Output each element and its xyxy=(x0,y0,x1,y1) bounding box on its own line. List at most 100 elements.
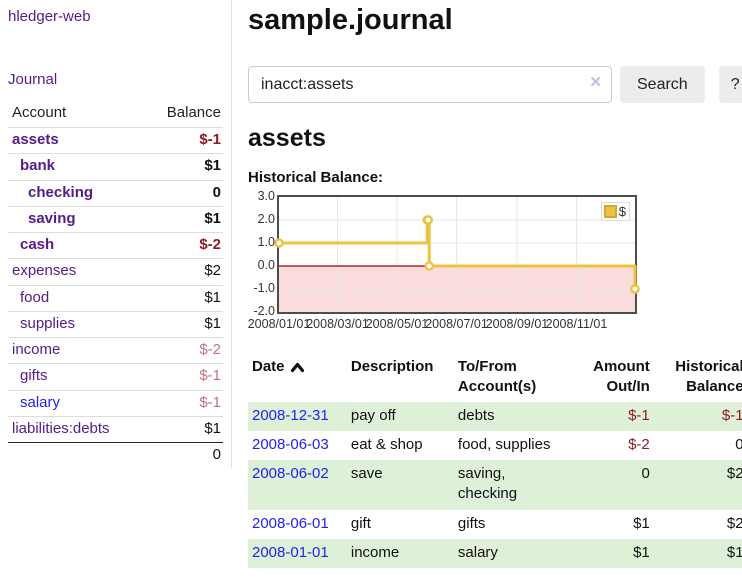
account-link[interactable]: salary xyxy=(20,393,61,411)
transaction-amount: $-1 xyxy=(628,406,650,424)
account-row: bank $1 xyxy=(8,153,223,180)
balance-header: Historical Balance xyxy=(675,358,742,396)
accounts-header: To/From Account(s) xyxy=(457,358,537,396)
page-title: sample.journal xyxy=(248,4,453,36)
data-point-marker xyxy=(274,238,284,248)
transaction-date-link[interactable]: 2008-06-01 xyxy=(252,514,329,532)
y-axis-tick-label: -1.0 xyxy=(253,281,275,295)
clear-search-icon[interactable]: ✕ xyxy=(589,74,602,91)
transaction-description: eat & shop xyxy=(350,435,423,453)
register-row: 2008-06-03 eat & shop food, supplies $-2… xyxy=(248,431,742,460)
transaction-amount: 0 xyxy=(641,465,650,482)
transaction-accounts: debts xyxy=(457,406,495,424)
account-link[interactable]: income xyxy=(12,341,61,358)
chart-x-axis-labels: 2008/01/01 2008/03/01 2008/05/01 2008/07/01… xyxy=(248,317,637,334)
y-axis-tick-label: 0.0 xyxy=(257,258,275,272)
account-row: gifts $-1 xyxy=(8,363,223,390)
transaction-balance: $-1 xyxy=(721,406,742,424)
account-balance-table: Account Balance assets $-1 bank $1 check… xyxy=(8,101,223,469)
account-link[interactable]: checking xyxy=(28,183,94,201)
y-axis-tick-label: 3.0 xyxy=(257,189,275,203)
data-point-marker xyxy=(630,284,640,294)
brand-link[interactable]: hledger-web xyxy=(8,8,91,25)
help-button[interactable]: ? xyxy=(718,66,742,103)
chart-title: Historical Balance: xyxy=(248,169,384,186)
amount-header: Amount Out/In xyxy=(593,358,650,396)
transaction-date-link[interactable]: 2008-06-03 xyxy=(252,435,329,453)
y-axis-tick-label: 1.0 xyxy=(257,235,275,249)
x-axis-tick-label: 2008/07/01 xyxy=(425,317,488,331)
historical-balance-chart: $ 3.0 2.0 1.0 0.0 -1.0 -2.0 2008/01/01 2008/03… xyxy=(248,190,640,334)
account-row: checking 0 xyxy=(8,179,223,207)
account-table-header: Account Balance xyxy=(8,101,223,128)
sidebar-item-journal[interactable]: Journal xyxy=(8,71,58,88)
x-axis-tick-label: 2008/05/01 xyxy=(365,317,429,331)
transaction-amount: $1 xyxy=(633,514,650,532)
date-sort-header[interactable]: Date xyxy=(252,357,305,377)
transaction-description: gift xyxy=(350,514,371,532)
account-row: income $-2 xyxy=(8,336,223,364)
balance-total-row: 0 xyxy=(8,442,223,469)
search-input-wrap: ✕ xyxy=(248,66,612,103)
y-axis-tick-label: 2.0 xyxy=(257,212,275,226)
account-row: saving $1 xyxy=(8,205,223,233)
x-axis-tick-label: 2008/03/01 xyxy=(306,317,369,331)
account-balance: $-2 xyxy=(142,231,223,259)
sort-ascending-icon xyxy=(290,362,304,372)
description-header: Description xyxy=(350,358,434,375)
main-content: sample.journal ✕ Search ? assets Histori… xyxy=(232,0,742,568)
transaction-date-link[interactable]: 2008-06-02 xyxy=(252,465,329,482)
search-input[interactable] xyxy=(248,66,612,103)
register-table: Date Description To/From Account(s) Amou… xyxy=(248,355,742,568)
account-balance: 0 xyxy=(142,179,223,207)
search-button[interactable]: Search xyxy=(620,66,705,103)
account-link[interactable]: food xyxy=(20,288,50,306)
search-bar: ✕ Search ? xyxy=(248,66,742,103)
register-row: 2008-06-01 gift gifts $1 $2 xyxy=(248,510,742,539)
x-axis-tick-label: 2008/01/01 xyxy=(247,317,311,331)
transaction-balance: $2 xyxy=(726,514,742,532)
account-link[interactable]: bank xyxy=(20,157,56,175)
transaction-accounts: saving, checking xyxy=(457,465,518,503)
legend-swatch-icon xyxy=(603,205,617,218)
transaction-amount: $1 xyxy=(633,543,650,561)
transaction-date-link[interactable]: 2008-12-31 xyxy=(252,406,329,424)
account-row: cash $-2 xyxy=(8,231,223,259)
chart-canvas xyxy=(274,197,640,312)
data-point-marker xyxy=(424,261,435,271)
chart-plot-area[interactable]: $ 3.0 2.0 1.0 0.0 -1.0 -2.0 xyxy=(253,190,640,317)
account-link[interactable]: liabilities:debts xyxy=(12,419,110,437)
sidebar: hledger-web Journal Account Balance asse… xyxy=(0,0,232,469)
account-balance: $2 xyxy=(142,258,223,285)
register-row: 2008-12-31 pay off debts $-1 $-1 xyxy=(248,401,742,431)
register-header-row: Date Description To/From Account(s) Amou… xyxy=(248,355,742,402)
account-link[interactable]: supplies xyxy=(20,314,76,332)
transaction-description: save xyxy=(350,465,383,482)
transaction-description: income xyxy=(350,543,400,561)
register-row: 2008-06-02 save saving, checking 0 $2 xyxy=(248,460,742,510)
account-balance: $1 xyxy=(142,415,223,443)
balance-column-header: Balance xyxy=(166,104,221,121)
balance-total-value: 0 xyxy=(142,442,223,469)
account-heading: assets xyxy=(248,124,326,152)
account-link[interactable]: assets xyxy=(12,131,59,148)
data-point-marker xyxy=(423,215,434,225)
transaction-date-link[interactable]: 2008-01-01 xyxy=(252,543,329,561)
account-link[interactable]: expenses xyxy=(12,262,77,280)
x-axis-tick-label: 2008/09/01 xyxy=(485,317,549,331)
account-balance: $-1 xyxy=(142,363,223,390)
transaction-description: pay off xyxy=(350,406,396,424)
account-link[interactable]: saving xyxy=(28,209,76,227)
account-row: food $1 xyxy=(8,284,223,312)
account-row: assets $-1 xyxy=(8,126,223,154)
transaction-balance: 0 xyxy=(735,435,742,453)
account-link[interactable]: cash xyxy=(20,236,55,253)
transaction-amount: $-2 xyxy=(628,435,650,453)
account-balance: $1 xyxy=(142,284,223,312)
account-row: supplies $1 xyxy=(8,310,223,338)
account-link[interactable]: gifts xyxy=(20,367,48,385)
y-axis-tick-label: -2.0 xyxy=(253,304,275,318)
x-axis-tick-label: 2008/11/01 xyxy=(545,317,608,331)
account-balance: $1 xyxy=(142,153,223,180)
chart-legend: $ xyxy=(600,202,630,221)
